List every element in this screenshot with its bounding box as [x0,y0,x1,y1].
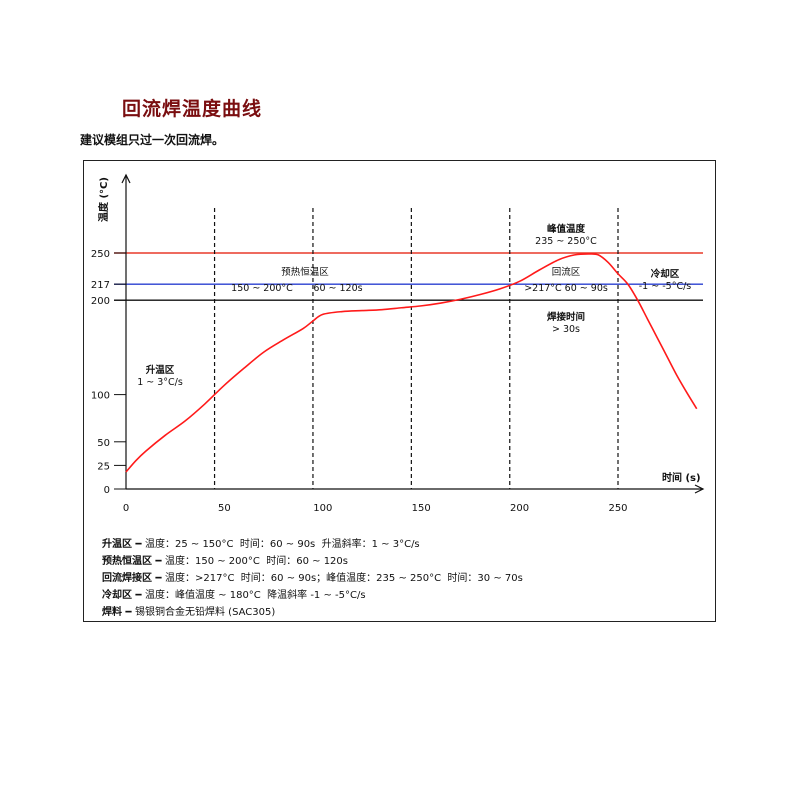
page-subtitle: 建议模组只过一次回流焊。 [80,133,225,147]
chart-annotation: 150 ~ 200°C [231,283,293,294]
chart-annotation: 升温区 [146,364,175,376]
x-tick-label: 150 [412,503,431,514]
y-tick-label: 217 [91,280,110,291]
page-title: 回流焊温度曲线 [122,98,263,120]
y-tick-label: 200 [91,296,110,307]
x-tick-label: 200 [510,503,529,514]
chart-annotation: 焊接时间 [547,311,585,323]
legend-text: 温度：>217°C 时间：60 ~ 90s；峰值温度：235 ~ 250°C 时… [164,573,523,584]
y-tick-label: 50 [97,438,110,449]
legend-key: 升温区 ━ [102,539,145,550]
chart-annotation: 预热恒温区 [281,266,329,278]
legend-text: 温度：150 ~ 200°C 时间：60 ~ 120s [164,556,348,567]
x-tick-label: 250 [608,503,627,514]
x-axis-arrow [694,484,705,494]
legend-key: 回流焊接区 ━ [102,573,165,584]
legend-key: 焊料 ━ [102,607,135,618]
chart-annotation: 60 ~ 120s [313,283,362,294]
temperature-curve [125,253,698,473]
legend-key: 冷却区 ━ [102,590,145,601]
chart-annotation: > 30s [552,324,580,335]
y-tick-label: 250 [91,249,110,260]
chart-annotation: 235 ~ 250°C [535,236,597,247]
y-axis-label: 温度 (°C) [97,177,110,222]
legend-item-cooling: 冷却区 ━ 温度：峰值温度 ~ 180°C 降温斜率 -1 ~ -5°C/s [102,587,523,604]
chart-legend: 升温区 ━ 温度：25 ~ 150°C 时间：60 ~ 90s 升温斜率：1 ~… [102,536,523,621]
legend-item-ramp: 升温区 ━ 温度：25 ~ 150°C 时间：60 ~ 90s 升温斜率：1 ~… [102,536,523,553]
chart-annotation: 峰值温度 [547,223,586,235]
legend-item-soak: 预热恒温区 ━ 温度：150 ~ 200°C 时间：60 ~ 120s [102,553,523,570]
legend-text: 温度：峰值温度 ~ 180°C 降温斜率 -1 ~ -5°C/s [144,590,366,601]
y-tick-label: 0 [104,485,110,496]
legend-key: 预热恒温区 ━ [102,556,165,567]
legend-item-reflow: 回流焊接区 ━ 温度：>217°C 时间：60 ~ 90s；峰值温度：235 ~… [102,570,523,587]
chart-annotation: 冷却区 [651,268,680,280]
chart-annotation: 1 ~ 3°C/s [137,377,183,388]
x-tick-label: 100 [313,503,332,514]
y-tick-label: 100 [91,391,110,402]
x-tick-label: 0 [123,503,129,514]
chart-annotation: 回流区 [552,266,581,278]
chart-annotation: >217°C 60 ~ 90s [524,283,608,294]
y-tick-label: 25 [97,461,110,472]
legend-text: 锡银铜合金无铅焊料 (SAC305) [134,607,276,618]
chart-annotation: -1 ~ -5°C/s [639,281,692,292]
y-axis-arrow [121,173,131,184]
chart-frame [83,160,716,622]
x-axis-label: 时间 (s) [662,471,701,484]
legend-item-solder: 焊料 ━ 锡银铜合金无铅焊料 (SAC305) [102,604,523,621]
x-tick-label: 50 [218,503,231,514]
legend-text: 温度：25 ~ 150°C 时间：60 ~ 90s 升温斜率：1 ~ 3°C/s [144,539,420,550]
